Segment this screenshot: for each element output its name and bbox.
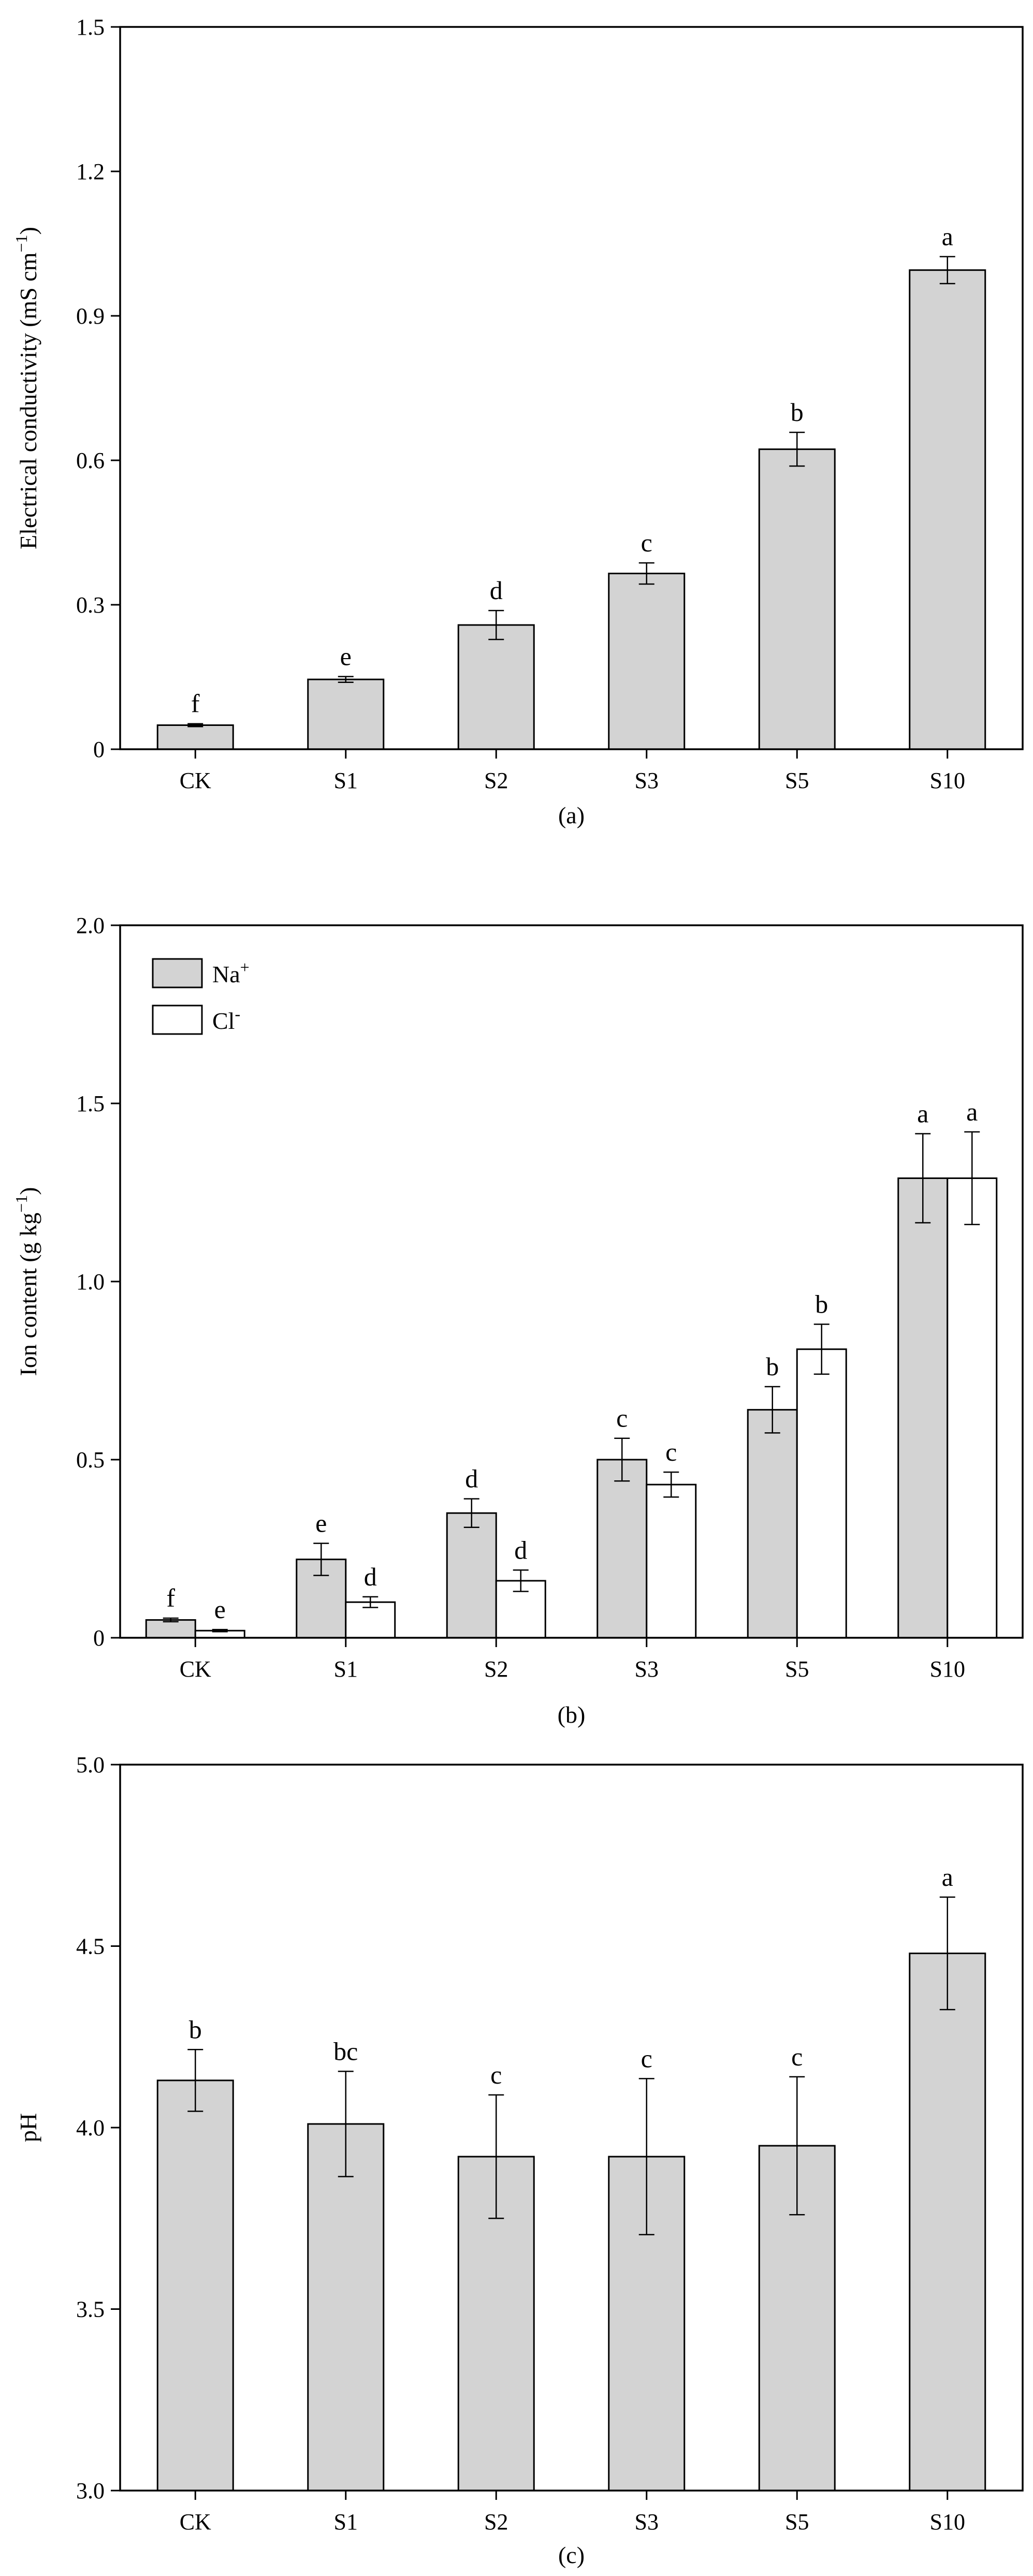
y-tick-label: 4.5 (76, 1934, 105, 1959)
y-tick-label: 5.0 (76, 1752, 105, 1778)
bar-s1 (307, 678, 385, 750)
significance-letter: d (465, 1464, 478, 1493)
x-tick-label: S3 (635, 2509, 659, 2535)
x-tick-label: S3 (635, 768, 659, 793)
bar-s10 (909, 1953, 986, 2492)
significance-letter: f (166, 1583, 175, 1612)
significance-letter: e (315, 1509, 327, 1538)
bar-s5-s1 (796, 1348, 847, 1639)
significance-letter: b (189, 2015, 202, 2044)
significance-letter: b (766, 1352, 779, 1381)
plot-frame (119, 1764, 1024, 2492)
y-tick-label: 4.0 (76, 2115, 105, 2141)
bar-s1 (307, 2123, 385, 2492)
y-tick-label: 1.5 (76, 1091, 105, 1116)
x-tick-label: S2 (484, 1656, 508, 1682)
significance-letter: c (641, 528, 652, 557)
bar-s3 (608, 573, 686, 750)
y-tick-label: 1.2 (76, 159, 105, 184)
bar-s5 (758, 448, 836, 750)
significance-letter: f (191, 689, 200, 718)
bar-s5-s0 (747, 1409, 798, 1639)
panel-label: (b) (558, 1701, 586, 1728)
significance-letter: a (917, 1099, 928, 1128)
legend-entry: Cl- (212, 1005, 240, 1034)
legend-entry: Na+ (212, 958, 250, 987)
x-tick-label: S5 (785, 768, 809, 793)
y-tick-label: 1.5 (76, 14, 105, 40)
y-tick-label: 0.6 (76, 448, 105, 473)
significance-letter: c (791, 2042, 803, 2071)
significance-letter: d (514, 1535, 527, 1564)
panel-b: f e d c b a e d d c b a 0 0.5 1.0 1.5 2.0 CK S1 S2 S3 S5 S10 Io… (12, 913, 1024, 1728)
plot-frame (119, 26, 1024, 750)
x-tick-label: S1 (334, 1656, 358, 1682)
plot-frame (119, 924, 1024, 1639)
x-tick-label: CK (180, 768, 211, 793)
bar-ck-s0 (145, 1619, 196, 1639)
significance-letter: a (942, 222, 953, 251)
y-tick-label: 0.3 (76, 592, 105, 618)
bar-ck (156, 2079, 234, 2492)
panel-label: (c) (558, 2542, 585, 2568)
significance-letter: e (340, 642, 352, 671)
bar-s2 (457, 624, 535, 750)
x-tick-label: S10 (930, 2509, 965, 2535)
y-tick-label: 2.0 (76, 913, 105, 938)
significance-letter: e (214, 1595, 226, 1624)
significance-letter: a (942, 1862, 953, 1891)
bar-s10-s0 (897, 1177, 949, 1639)
significance-letter: a (966, 1097, 978, 1126)
y-axis-title: pH (15, 2113, 41, 2142)
legend-swatch (152, 958, 203, 988)
y-tick-label: 0.5 (76, 1447, 105, 1473)
x-tick-label: S10 (930, 1656, 965, 1682)
bar-s10 (909, 269, 986, 750)
x-tick-label: S3 (635, 1656, 659, 1682)
significance-letter: c (490, 2060, 502, 2089)
x-tick-label: CK (180, 1656, 211, 1682)
y-axis-title: Electrical conductivity (mS cm−1) (12, 227, 41, 549)
x-tick-label: S5 (785, 1656, 809, 1682)
significance-letter: d (490, 576, 503, 605)
y-tick-label: 3.5 (76, 2297, 105, 2322)
y-tick-label: 0 (93, 1625, 105, 1651)
panel-c: b bc c c c a 3.0 3.5 4.0 4.5 5.0 CK S1 S2 S3 S5 S10 pH (c) (15, 1752, 1024, 2568)
bar-s10-s1 (947, 1177, 998, 1639)
bar-ck (156, 724, 234, 750)
significance-letter: b (815, 1290, 828, 1319)
x-tick-label: S1 (334, 768, 358, 793)
panel-a: f e d c b a 0 0.3 0.6 0.9 1.2 1.5 CK S1 S2 S3 S5 S10 Elect… (12, 14, 1024, 828)
legend-swatch (152, 1005, 203, 1035)
significance-letter: c (665, 1437, 677, 1466)
x-tick-label: S10 (930, 768, 965, 793)
x-tick-label: S2 (484, 768, 508, 793)
y-tick-label: 1.0 (76, 1269, 105, 1294)
significance-letter: b (791, 398, 804, 427)
significance-letter: c (616, 1404, 628, 1433)
y-tick-label: 3.0 (76, 2478, 105, 2504)
bar-s1-s0 (296, 1559, 347, 1639)
bar-s3-s1 (646, 1483, 697, 1639)
bar-s3-s0 (596, 1459, 648, 1639)
significance-letter: d (364, 1562, 377, 1591)
x-tick-label: S1 (334, 2509, 358, 2535)
x-tick-label: S2 (484, 2509, 508, 2535)
y-tick-label: 0 (93, 737, 105, 762)
y-axis-title: Ion content (g kg−1) (12, 1187, 41, 1376)
significance-letter: bc (333, 2036, 358, 2065)
x-tick-label: CK (180, 2509, 211, 2535)
y-tick-label: 0.9 (76, 303, 105, 329)
significance-letter: c (641, 2044, 652, 2073)
x-tick-label: S5 (785, 2509, 809, 2535)
panel-label: (a) (558, 802, 585, 828)
bar-s2-s0 (446, 1512, 497, 1639)
